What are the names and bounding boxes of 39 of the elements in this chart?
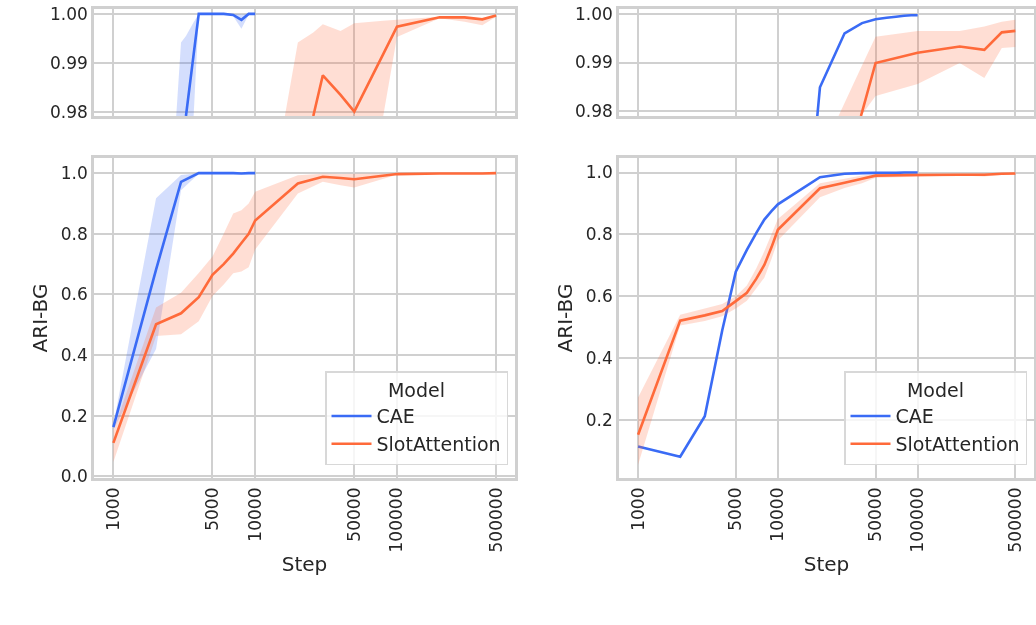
x-tick-label: 500000 [1004,487,1025,553]
legend-label: CAE [895,405,934,428]
legend-label: CAE [376,405,415,428]
x-tick-label: 50000 [343,487,364,542]
y-tick-label: 1.0 [585,162,613,183]
x-tick-label: 5000 [725,487,746,531]
y-tick-label: 0.4 [60,345,88,366]
y-tick-label: 1.00 [574,3,613,24]
y-axis-title: ARI-BG [28,283,53,353]
legend-title: Model [387,379,446,402]
y-axis-title: ARI-BG [553,283,578,353]
x-axis-title: Step [803,551,850,576]
legend-label: SlotAttention [895,433,1020,456]
x-tick-label: 100000 [907,487,928,553]
y-tick-label: 0.4 [585,347,613,368]
y-tick-label: 1.0 [60,163,88,184]
x-tick-label: 500000 [485,487,506,553]
y-tick-label: 0.6 [585,286,613,307]
x-tick-label: 5000 [202,487,223,531]
y-tick-label: 0.8 [585,224,613,245]
y-tick-label: 0.0 [60,466,88,487]
y-tick-label: 0.6 [60,284,88,305]
x-tick-label: 1000 [627,487,648,531]
x-tick-label: 1000 [102,487,123,531]
x-tick-label: 10000 [244,487,265,542]
x-tick-label: 100000 [386,487,407,553]
y-tick-label: 0.99 [49,52,88,73]
x-tick-label: 10000 [767,487,788,542]
y-tick-label: 0.99 [574,52,613,73]
x-tick-label: 50000 [865,487,886,542]
y-tick-label: 0.98 [574,101,613,122]
y-tick-label: 0.2 [585,409,613,430]
y-tick-label: 0.2 [60,405,88,426]
y-tick-label: 0.8 [60,223,88,244]
x-axis-title: Step [281,551,328,576]
y-tick-label: 0.98 [49,102,88,123]
y-tick-label: 1.00 [49,3,88,24]
legend-label: SlotAttention [376,433,501,456]
legend-title: Model [906,379,965,402]
